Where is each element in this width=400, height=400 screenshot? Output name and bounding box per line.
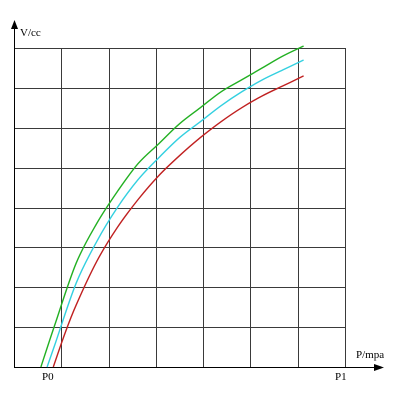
series-line-1 — [40, 45, 304, 368]
x-axis-arrow — [374, 364, 384, 371]
axes — [11, 20, 384, 371]
y-axis-arrow — [11, 20, 18, 29]
series-group — [40, 45, 304, 368]
series-line-3 — [52, 75, 304, 368]
y-axis-label: V/cc — [20, 27, 41, 39]
x-tick-label-p1: P1 — [335, 371, 347, 383]
x-tick-label-p0: P0 — [42, 371, 54, 383]
series-line-2 — [46, 59, 304, 368]
x-axis-label: P/mpa — [356, 349, 384, 361]
